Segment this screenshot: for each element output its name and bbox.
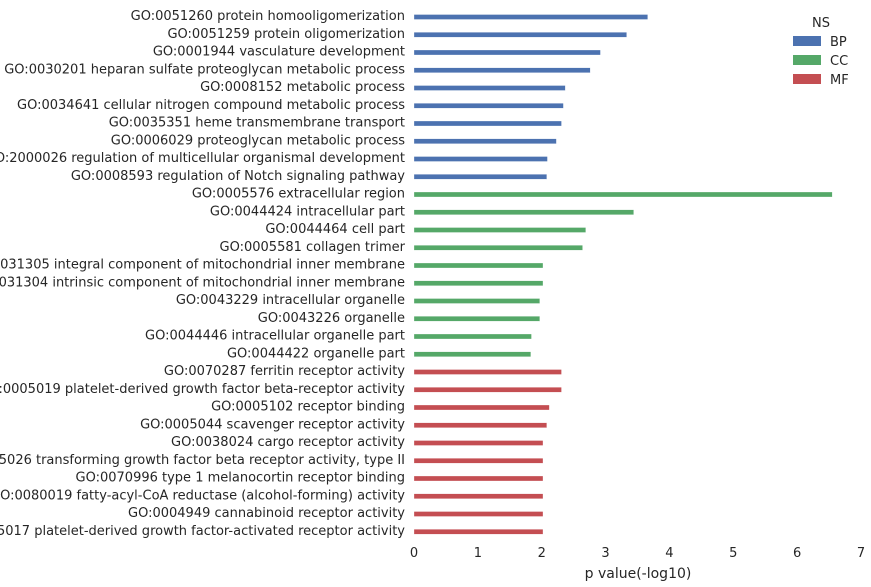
category-label: GO:0005102 receptor binding — [211, 400, 405, 415]
category-label: GO:0008152 metabolic process — [200, 80, 405, 95]
bar-bp — [413, 103, 564, 109]
category-label: GO:0005576 extracellular region — [192, 187, 405, 202]
category-label: GO:0070996 type 1 melanocortin receptor … — [76, 471, 405, 486]
bar-cc — [413, 351, 532, 357]
category-label: GO:0044424 intracellular part — [210, 204, 405, 219]
x-tick-label: 7 — [857, 546, 865, 561]
x-tick-label: 5 — [729, 546, 737, 561]
category-label: GO:0034641 cellular nitrogen compound me… — [17, 98, 405, 113]
bar-bp — [413, 120, 562, 127]
category-label: GO:0031305 integral component of mitocho… — [0, 258, 405, 273]
category-label: GO:0005581 collagen trimer — [220, 240, 406, 255]
bar-mf — [413, 387, 562, 393]
category-label: GO:0005017 platelet-derived growth facto… — [0, 524, 405, 539]
bar-cc — [413, 298, 540, 304]
bar-bp — [413, 156, 548, 162]
bar-mf — [413, 404, 550, 411]
bar-cc — [413, 262, 544, 269]
bar-mf — [413, 422, 547, 428]
legend-title: NS — [812, 16, 830, 31]
category-label: GO:0030201 heparan sulfate proteoglycan … — [4, 62, 405, 77]
category-label: GO:0031304 intrinsic component of mitoch… — [0, 275, 405, 290]
category-label: GO:0043229 intracellular organelle — [176, 293, 405, 308]
x-axis-ticks-group: 0 1 2 3 4 5 6 7 — [410, 546, 865, 561]
bar-mf — [413, 458, 544, 464]
category-label: GO:0051260 protein homooligomerization — [131, 9, 405, 24]
bar-bp — [413, 138, 557, 144]
category-label: GO:0005026 transforming growth factor be… — [0, 453, 405, 468]
x-tick-label: 6 — [793, 546, 801, 561]
category-label: GO:0035351 heme transmembrane transport — [109, 116, 405, 131]
bar-bp — [413, 14, 648, 20]
bar-cc — [413, 333, 532, 340]
x-axis-label: p value(-log10) — [585, 566, 692, 582]
category-label: GO:0080019 fatty-acyl-CoA reductase (alc… — [0, 488, 405, 503]
bar-cc — [413, 245, 583, 251]
legend: NS BP CC MF — [793, 16, 849, 88]
bar-bp — [413, 32, 627, 38]
legend-label-mf: MF — [830, 73, 849, 88]
bar-mf — [413, 440, 544, 446]
bar-mf — [413, 493, 544, 499]
bar-cc — [413, 191, 833, 198]
category-label: GO:0070287 ferritin receptor activity — [164, 364, 405, 379]
category-label: GO:0044464 cell part — [265, 222, 405, 237]
category-label: GO:0001944 vasculature development — [153, 45, 405, 60]
category-label: GO:0004949 cannabinoid receptor activity — [128, 506, 405, 521]
legend-swatch-bp — [793, 36, 821, 46]
category-label: GO:0043226 organelle — [258, 311, 405, 326]
x-tick-label: 4 — [665, 546, 673, 561]
category-labels-group: GO:0051260 protein homooligomerization GO… — [0, 9, 406, 539]
bar-bp — [413, 174, 547, 180]
legend-entries: BP CC MF — [793, 35, 849, 88]
bar-bp — [413, 85, 566, 91]
category-label: GO:0005019 platelet-derived growth facto… — [0, 382, 405, 397]
bar-cc — [413, 280, 544, 286]
category-label: GO:0006029 proteoglycan metabolic proces… — [111, 133, 405, 148]
category-label: GO:0008593 regulation of Notch signaling… — [71, 169, 405, 184]
bar-bp — [413, 67, 591, 73]
category-label: GO:0051259 protein oligomerization — [167, 27, 405, 42]
x-tick-label: 0 — [410, 546, 418, 561]
x-tick-label: 3 — [601, 546, 609, 561]
category-label: GO:0044422 organelle part — [227, 346, 405, 361]
bar-mf — [413, 475, 544, 482]
legend-label-bp: BP — [830, 35, 847, 50]
bar-bp — [413, 49, 601, 56]
bars-group — [413, 14, 833, 535]
legend-swatch-mf — [793, 74, 821, 84]
x-tick-label: 2 — [538, 546, 546, 561]
legend-label-cc: CC — [830, 54, 848, 69]
bar-mf — [413, 369, 562, 375]
category-label: GO:0038024 cargo receptor activity — [171, 435, 405, 450]
bar-cc — [413, 227, 586, 233]
legend-swatch-cc — [793, 55, 821, 65]
bar-mf — [413, 511, 544, 517]
category-label: GO:0044446 intracellular organelle part — [145, 329, 405, 344]
bar-cc — [413, 316, 540, 322]
bar-cc — [413, 209, 634, 215]
category-label: GO:0005044 scavenger receptor activity — [140, 417, 405, 432]
category-label: GO:2000026 regulation of multicellular o… — [0, 151, 405, 166]
bar-mf — [413, 529, 544, 535]
x-tick-label: 1 — [474, 546, 482, 561]
